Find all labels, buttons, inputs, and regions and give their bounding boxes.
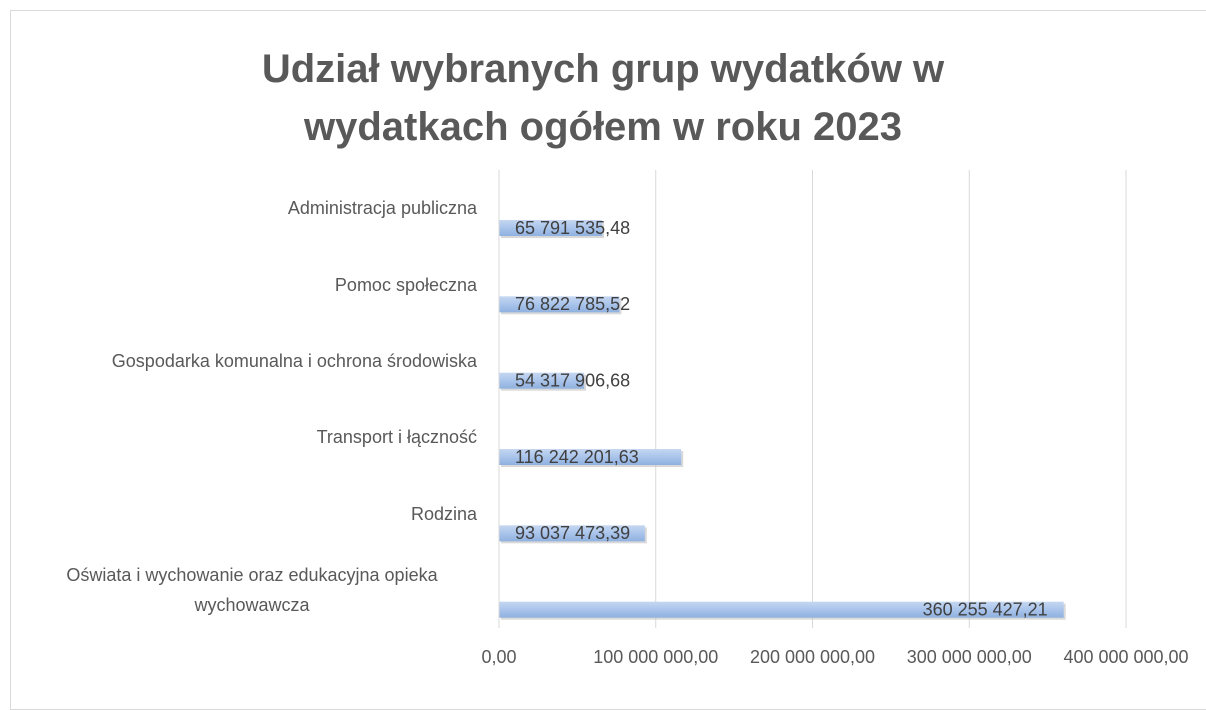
bar	[499, 220, 603, 237]
chart: 0,00 100 000 000,00 200 000 000,00 300 000 …	[481, 170, 1189, 667]
y-tick-label: Transport i łączność	[316, 427, 477, 448]
y-tick-label: Rodzina	[410, 503, 477, 524]
y-tick-label: Pomoc społeczna	[334, 274, 477, 295]
data-label: 54 317 906,68	[515, 370, 630, 390]
data-label: 65 791 535,48	[515, 218, 630, 238]
x-tick-label: 100 000 000,00	[593, 647, 718, 667]
y-tick-label: Oświata i wychowanie oraz edukacyjna opi…	[66, 564, 438, 615]
page: Udział wybranych grup wydatków w wydatka…	[10, 10, 1206, 710]
bar	[499, 449, 682, 466]
bar	[499, 296, 620, 313]
bar	[499, 601, 1064, 618]
data-label: 116 242 201,63	[515, 447, 639, 467]
chart-title: Udział wybranych grup wydatków w wydatka…	[261, 47, 945, 149]
bar	[499, 525, 645, 542]
data-label: 360 255 427,21	[923, 599, 1048, 619]
y-tick-label: Gospodarka komunalna i ochrona środowisk…	[111, 350, 477, 371]
x-tick-label: 200 000 000,00	[750, 647, 875, 667]
bar	[499, 372, 585, 389]
data-label: 93 037 473,39	[515, 523, 630, 543]
y-tick-label: Administracja publiczna	[287, 198, 477, 219]
x-tick-label: 0,00	[481, 647, 516, 667]
data-label: 76 822 785,52	[515, 294, 630, 314]
x-tick-label: 400 000 000,00	[1063, 647, 1188, 667]
x-tick-label: 300 000 000,00	[907, 647, 1032, 667]
